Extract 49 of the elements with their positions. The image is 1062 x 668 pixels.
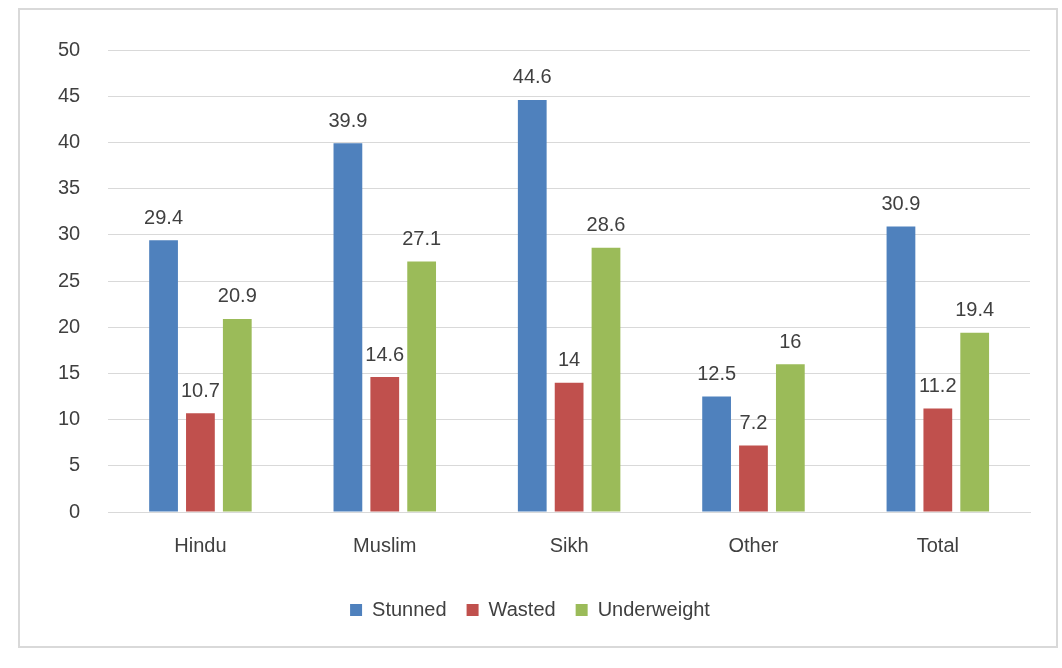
- data-label: 19.4: [955, 298, 995, 321]
- legend-label: Underweight: [597, 597, 711, 620]
- data-label: 7.2: [739, 410, 768, 433]
- x-tick-label: Other: [728, 533, 779, 556]
- data-label: 27.1: [402, 227, 442, 250]
- y-tick-label: 30: [58, 222, 81, 245]
- y-tick-label: 45: [58, 83, 81, 106]
- data-label: 30.9: [881, 192, 921, 214]
- bar: [186, 413, 215, 512]
- y-tick-label: 35: [58, 176, 81, 199]
- data-label: 12.5: [697, 362, 737, 385]
- data-label: 44.6: [512, 65, 552, 88]
- bar: [960, 332, 990, 512]
- bar: [149, 240, 178, 512]
- bar: [702, 396, 731, 512]
- bar: [407, 261, 437, 512]
- legend-label: Stunned: [372, 597, 447, 620]
- data-label: 20.9: [217, 284, 257, 307]
- x-tick-label: Total: [916, 533, 959, 556]
- data-label: 14.6: [365, 342, 405, 365]
- bar: [370, 377, 400, 512]
- data-label: 29.4: [144, 205, 184, 228]
- bar: [923, 408, 953, 512]
- legend-label: Wasted: [488, 597, 556, 620]
- data-label: 16: [779, 329, 802, 352]
- bar: [333, 143, 363, 512]
- x-tick-label: Muslim: [353, 533, 417, 556]
- x-tick-label: Sikh: [549, 533, 589, 556]
- y-tick-label: 20: [58, 314, 81, 337]
- data-label: 39.9: [328, 108, 368, 131]
- bar: [517, 99, 547, 512]
- y-tick-label: 5: [69, 453, 81, 476]
- bar: [886, 226, 916, 512]
- y-tick-label: 10: [58, 407, 81, 430]
- bar: [775, 364, 805, 512]
- x-tick-label: Hindu: [174, 533, 227, 556]
- data-label: 14: [558, 348, 581, 371]
- y-tick-label: 50: [58, 37, 81, 60]
- bar: [222, 318, 252, 512]
- data-label: 10.7: [180, 378, 220, 401]
- y-tick-label: 40: [58, 129, 81, 152]
- data-label: 11.2: [919, 374, 957, 397]
- y-tick-label: 0: [69, 499, 81, 522]
- bar: [739, 445, 768, 512]
- bar: [554, 382, 584, 512]
- bar: [591, 247, 621, 512]
- y-tick-label: 25: [58, 268, 81, 291]
- data-label: 28.6: [586, 213, 626, 236]
- y-tick-label: 15: [58, 360, 81, 383]
